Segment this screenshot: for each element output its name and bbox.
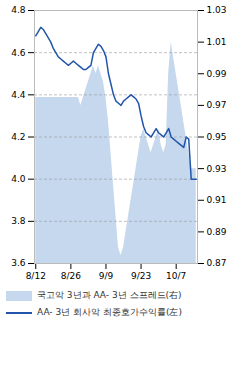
svg-text:10/7: 10/7 [166, 271, 186, 281]
svg-text:0.91: 0.91 [207, 195, 227, 205]
svg-text:0.99: 0.99 [207, 69, 227, 79]
svg-text:1.01: 1.01 [207, 37, 227, 47]
svg-text:9/23: 9/23 [131, 271, 151, 281]
svg-text:4.8: 4.8 [11, 5, 26, 15]
svg-text:0.93: 0.93 [207, 164, 227, 174]
svg-text:0.87: 0.87 [207, 258, 227, 268]
svg-text:8/26: 8/26 [61, 271, 81, 281]
svg-text:4.4: 4.4 [11, 90, 26, 100]
svg-text:4.6: 4.6 [11, 48, 26, 58]
svg-text:8/12: 8/12 [26, 271, 46, 281]
html-text:국고악 3년과 AA- 3년 스프레드(右): 국고악 3년과 AA- 3년 스프레드(右) [37, 290, 182, 300]
svg-text:0.89: 0.89 [207, 227, 227, 237]
svg-text:4.0: 4.0 [11, 174, 26, 184]
svg-text:9/9: 9/9 [99, 271, 114, 281]
svg-text:1.03: 1.03 [207, 5, 227, 15]
svg-text:0.95: 0.95 [207, 132, 227, 142]
svg-text:0.97: 0.97 [207, 100, 227, 110]
svg-text:4.2: 4.2 [11, 132, 25, 142]
html-text:AA- 3년 회사악 최종호가수익률(左): AA- 3년 회사악 최종호가수익률(左) [37, 307, 182, 317]
svg-text:3.6: 3.6 [11, 258, 26, 268]
svg-text:3.8: 3.8 [11, 216, 26, 226]
